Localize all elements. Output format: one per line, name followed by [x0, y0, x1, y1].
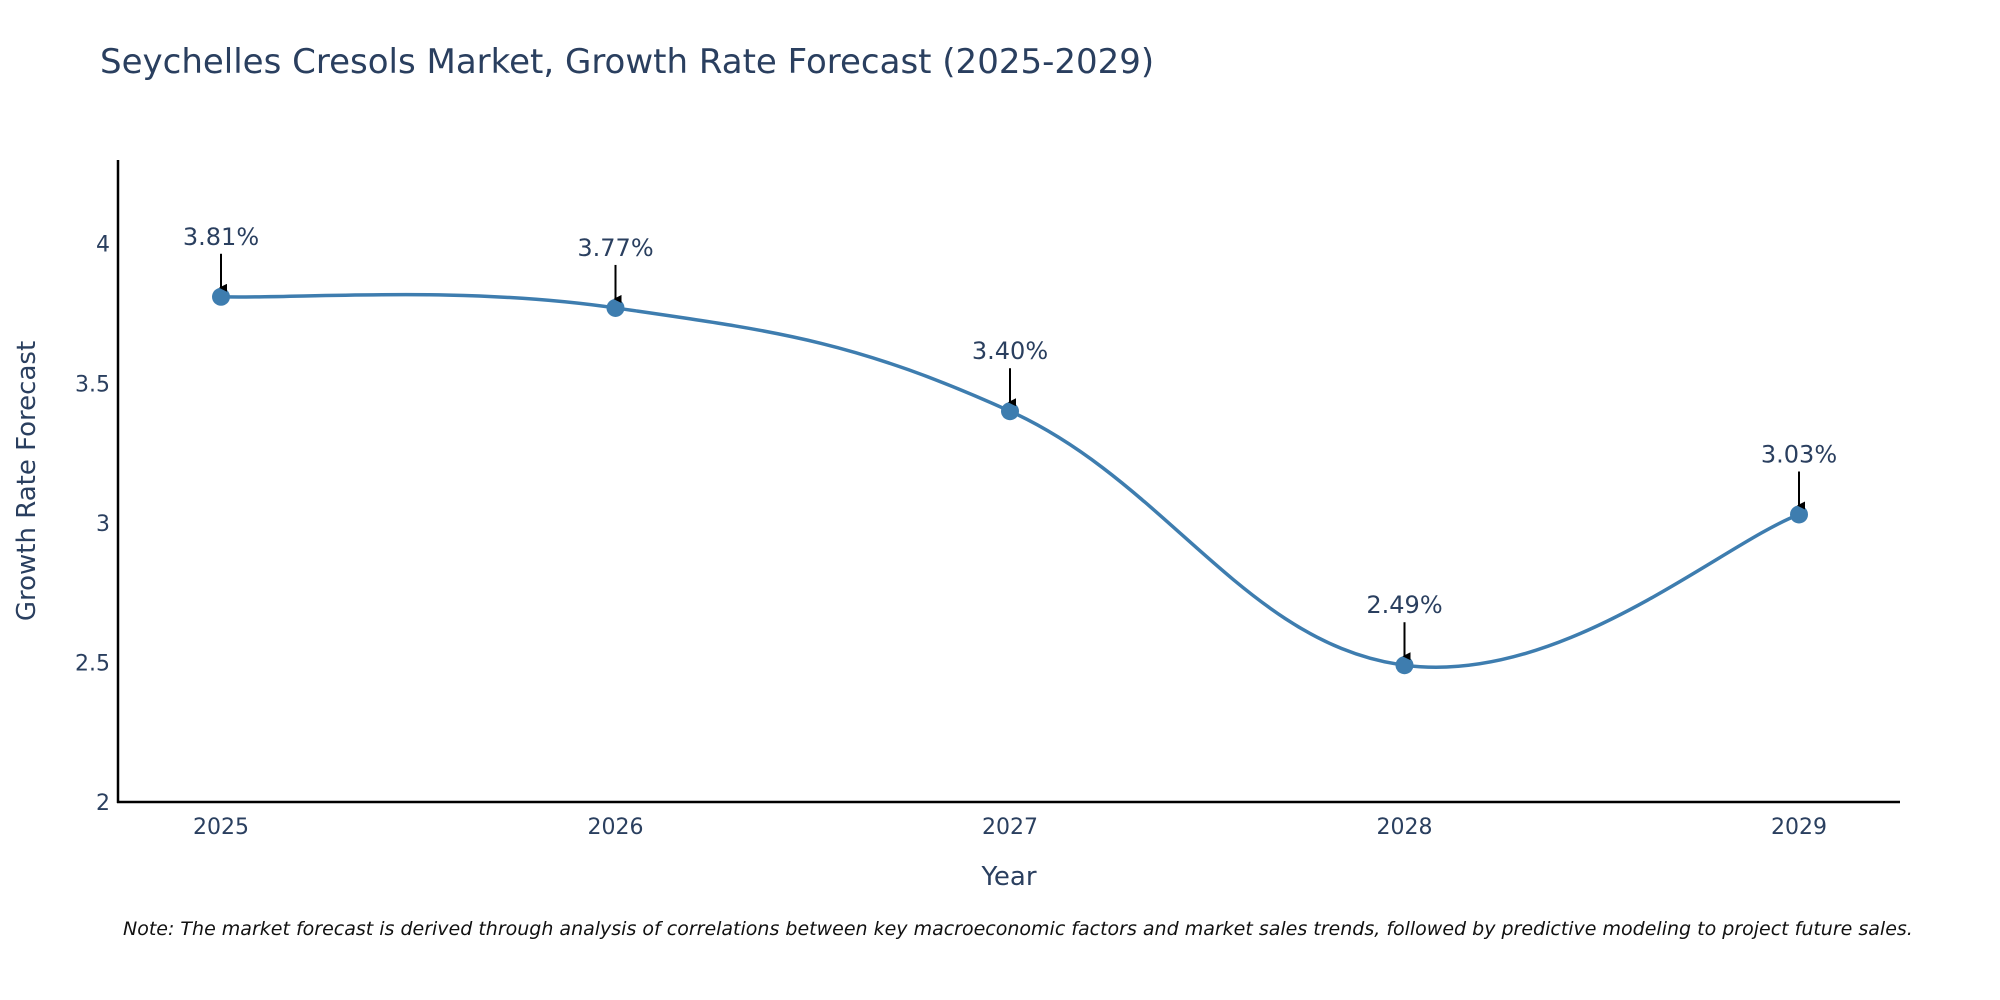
y-tick-label: 4: [96, 233, 110, 258]
footnote: Note: The market forecast is derived thr…: [123, 918, 1913, 940]
x-tick-label: 2025: [193, 815, 249, 840]
data-label: 3.40%: [972, 337, 1048, 365]
data-label: 2.49%: [1366, 591, 1442, 619]
x-axis-title: Year: [980, 862, 1036, 892]
y-tick-label: 3.5: [75, 372, 110, 397]
data-point: [606, 298, 625, 317]
x-tick-label: 2028: [1377, 815, 1433, 840]
data-point: [1001, 402, 1019, 421]
series-line: [220, 292, 1800, 669]
data-point: [212, 287, 230, 306]
x-tick-label: 2027: [982, 815, 1038, 840]
x-tick-label: 2029: [1771, 815, 1827, 840]
y-axis-title: Growth Rate Forecast: [12, 341, 42, 621]
data-label: 3.81%: [183, 223, 259, 251]
y-tick-label: 2.5: [75, 651, 110, 676]
data-label: 3.77%: [577, 234, 653, 262]
y-tick-label: 2: [96, 791, 110, 816]
x-tick-label: 2026: [588, 815, 644, 840]
y-tick-label: 3: [96, 512, 110, 537]
chart-title: Seychelles Cresols Market, Growth Rate F…: [100, 42, 1155, 82]
data-label: 3.03%: [1761, 440, 1837, 468]
data-point: [1395, 656, 1414, 675]
data-point: [1790, 505, 1808, 524]
